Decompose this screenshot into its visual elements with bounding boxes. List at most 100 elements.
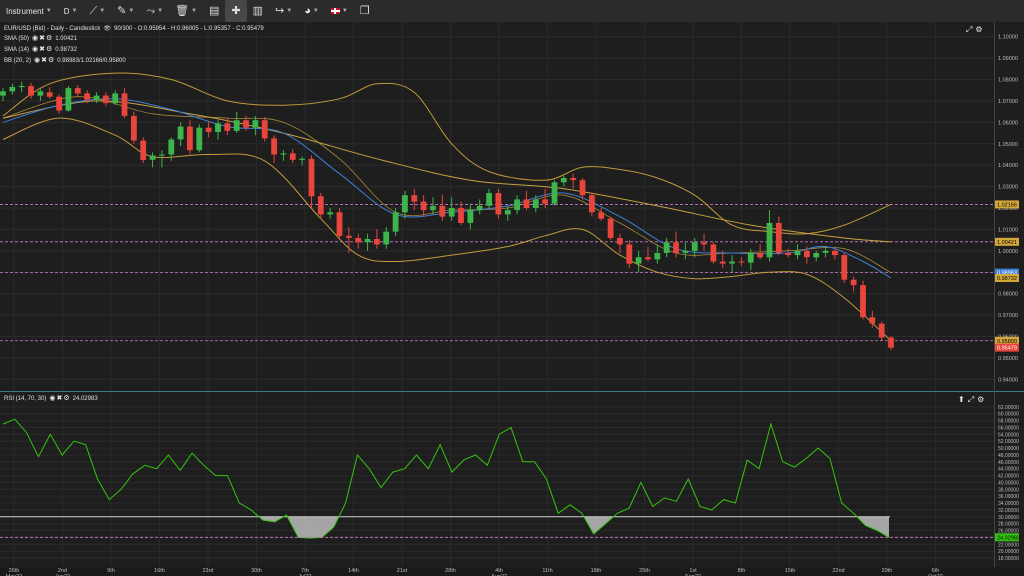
candle-body: [392, 212, 399, 232]
candle-body: [271, 138, 277, 155]
candle: [860, 280, 866, 320]
candle-body: [0, 91, 6, 96]
crosshair-button[interactable]: ✚: [225, 0, 247, 22]
candle: [28, 82, 34, 99]
price-tag-label: 0.95479: [997, 346, 1017, 352]
candle: [832, 248, 838, 260]
date-tick-label: 16th: [154, 568, 165, 574]
instrument-menu[interactable]: Instrument ▼: [0, 0, 58, 22]
candle: [757, 244, 763, 260]
close-icon[interactable]: ✖: [56, 395, 63, 402]
rsi-tick-label: 48.00000: [998, 453, 1019, 459]
candle: [448, 197, 455, 221]
rsi-tick-label: 26.00000: [998, 529, 1019, 535]
candle: [598, 208, 605, 221]
candle: [84, 90, 90, 104]
theme-menu[interactable]: ◕ ▼: [298, 0, 325, 22]
candle-body: [140, 140, 147, 160]
bar-chart-button[interactable]: ▥: [247, 0, 269, 22]
delete-menu[interactable]: 🗑 ▼: [169, 0, 203, 22]
eye-icon[interactable]: ◉: [34, 57, 41, 64]
rsi-tick-label: 30.00000: [998, 515, 1019, 521]
bollinger-lower-line: [2, 117, 892, 342]
price-tag-bg: [995, 336, 1019, 345]
new-window-button[interactable]: ❐: [354, 0, 376, 22]
candle-body: [589, 195, 595, 213]
close-icon[interactable]: ✖: [39, 35, 45, 42]
indicator-menu[interactable]: ⤳ ▼: [140, 0, 169, 22]
eye-icon[interactable]: ◉: [32, 35, 39, 42]
month-tick-label: Jun22: [55, 574, 70, 576]
crosshair-icon: ✚: [231, 4, 241, 17]
candle: [9, 83, 16, 95]
eye-icon[interactable]: ◉: [32, 46, 39, 53]
candle: [775, 216, 782, 256]
gear-icon[interactable]: ⚙: [63, 395, 70, 402]
rsi-tick-label: 20.00000: [998, 549, 1019, 555]
candle: [346, 227, 352, 253]
expand-icon[interactable]: ⤢: [967, 395, 975, 404]
arrow-up-icon[interactable]: ⬆: [958, 395, 965, 404]
period-menu[interactable]: D ▼: [58, 0, 84, 22]
candle: [691, 237, 698, 258]
chart-area[interactable]: 1.10000 1.09000 1.08000 1.07000 1.06000 1.050…: [0, 22, 1024, 576]
eye-icon[interactable]: 👁: [103, 26, 111, 32]
language-menu[interactable]: ▼: [325, 0, 354, 22]
candle-body: [617, 238, 623, 245]
candle: [654, 244, 661, 264]
price-tick-label: 1.10000: [998, 35, 1018, 41]
rsi-line: [2, 418, 890, 539]
gear-icon[interactable]: ⚙: [48, 57, 55, 64]
candle: [738, 257, 745, 266]
candle-body: [131, 115, 137, 141]
gear-icon[interactable]: ⚙: [46, 35, 53, 42]
candle: [280, 150, 287, 161]
candle: [523, 190, 530, 211]
candle-body: [691, 242, 698, 251]
candle-body: [252, 120, 259, 128]
layout-button[interactable]: ▤: [203, 0, 225, 22]
expand-icon[interactable]: ⤢: [966, 25, 973, 34]
period-label: D: [63, 6, 70, 16]
candle: [56, 94, 62, 114]
price-tag-label: 0.98732: [997, 276, 1017, 282]
gear-icon[interactable]: ⚙: [46, 46, 53, 53]
draw-tool-menu[interactable]: ✎ ▼: [111, 0, 140, 22]
candle-body: [701, 242, 707, 245]
candle-body: [476, 205, 483, 211]
date-tick-label: 4th: [495, 568, 503, 574]
candle: [813, 250, 820, 262]
close-icon[interactable]: ✖: [39, 46, 45, 53]
sma14-line: [2, 98, 892, 279]
sma50-legend: SMA (50) ◉ ✖ ⚙ 1.00421: [4, 35, 77, 42]
chart-type-menu[interactable]: ⟋ ▼: [83, 0, 111, 22]
candle: [140, 137, 147, 164]
candle: [635, 250, 642, 273]
candle-body: [439, 205, 446, 217]
candle-body: [729, 261, 735, 264]
bb-label: BB (20, 2): [4, 57, 32, 64]
candle: [888, 336, 894, 351]
close-icon[interactable]: ✖: [41, 57, 47, 64]
date-tick-label: 11th: [542, 568, 552, 574]
price-tick-label: 1.08000: [998, 78, 1018, 84]
share-menu[interactable]: ↪ ▼: [269, 0, 298, 22]
gear-icon[interactable]: ⚙: [977, 395, 985, 404]
price-tag-bg: [995, 200, 1019, 209]
candle: [308, 155, 315, 208]
price-tag-bg: [995, 237, 1019, 246]
eye-icon[interactable]: ◉: [49, 395, 56, 402]
candle-body: [850, 279, 857, 286]
candle: [514, 195, 520, 215]
candle: [289, 149, 296, 164]
chevron-down-icon: ▼: [312, 8, 319, 14]
gear-icon[interactable]: ⚙: [975, 25, 983, 34]
candle: [112, 90, 119, 106]
candle-body: [9, 87, 16, 92]
candle-body: [747, 253, 754, 263]
sma14-label: SMA (14): [4, 46, 30, 53]
candle-body: [514, 199, 520, 211]
candle-body: [112, 93, 119, 103]
rsi-label: RSI (14, 70, 30): [4, 395, 47, 402]
candle: [93, 92, 100, 104]
